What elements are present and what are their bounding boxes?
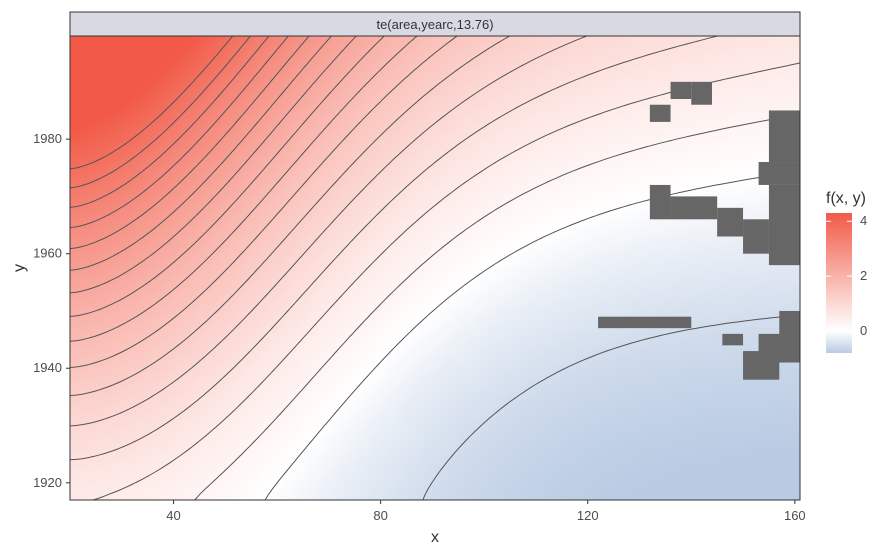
contour-line bbox=[70, 36, 418, 342]
heatmap-surface bbox=[70, 36, 800, 500]
missing-cell bbox=[722, 333, 744, 346]
x-tick-label: 80 bbox=[373, 508, 387, 523]
contour-line bbox=[70, 36, 289, 229]
missing-cell bbox=[758, 162, 800, 185]
x-axis-title: x bbox=[431, 529, 439, 546]
missing-cell bbox=[649, 184, 671, 220]
contour-line bbox=[70, 36, 357, 294]
x-axis: 40 80 120 160 bbox=[166, 500, 806, 523]
y-tick-label: 1940 bbox=[33, 360, 62, 375]
legend-colorbar bbox=[826, 213, 852, 353]
x-tick-label: 40 bbox=[166, 508, 180, 523]
contour-line bbox=[70, 36, 510, 396]
y-tick-label: 1980 bbox=[33, 131, 62, 146]
facet-strip bbox=[69, 11, 801, 37]
contour-line bbox=[264, 170, 800, 500]
contour-line bbox=[70, 36, 385, 317]
contour-line bbox=[70, 36, 234, 170]
contour-lines bbox=[70, 36, 800, 500]
x-tick-label: 160 bbox=[784, 508, 806, 523]
legend-ticks: 0 2 4 bbox=[826, 213, 867, 338]
contour-line bbox=[422, 314, 800, 500]
missing-cells bbox=[598, 81, 800, 380]
missing-cell bbox=[691, 81, 712, 105]
legend-tick-label: 4 bbox=[860, 213, 867, 228]
x-tick-label: 120 bbox=[577, 508, 599, 523]
contour-line bbox=[70, 36, 718, 461]
legend-tick-label: 0 bbox=[860, 323, 867, 338]
y-axis: 1920 1940 1960 1980 bbox=[33, 131, 70, 490]
panel-border bbox=[69, 35, 801, 501]
plot-panel bbox=[70, 36, 800, 500]
missing-cell bbox=[670, 196, 718, 220]
legend-title: f(x, y) bbox=[826, 190, 866, 207]
contour-line bbox=[194, 113, 800, 500]
missing-cell bbox=[717, 207, 744, 237]
legend-tick-label: 2 bbox=[860, 268, 867, 283]
contour-line bbox=[70, 36, 458, 368]
contour-line bbox=[70, 36, 332, 271]
missing-cell bbox=[743, 219, 769, 254]
missing-cell bbox=[649, 104, 671, 122]
contour-line bbox=[70, 36, 587, 427]
contour-line bbox=[70, 36, 251, 189]
y-tick-label: 1920 bbox=[33, 475, 62, 490]
missing-cell bbox=[670, 81, 692, 100]
contour-line bbox=[70, 36, 310, 250]
legend: f(x, y) 0 2 4 bbox=[826, 190, 867, 353]
y-tick-label: 1960 bbox=[33, 246, 62, 261]
missing-cell bbox=[768, 184, 800, 266]
y-axis-title: y bbox=[11, 264, 28, 272]
missing-cell bbox=[743, 351, 780, 380]
missing-cell bbox=[779, 310, 800, 340]
missing-cell bbox=[768, 110, 800, 163]
facet-title: te(area,yearc,13.76) bbox=[376, 17, 493, 32]
contour-line bbox=[70, 36, 270, 208]
missing-cell bbox=[598, 316, 692, 329]
